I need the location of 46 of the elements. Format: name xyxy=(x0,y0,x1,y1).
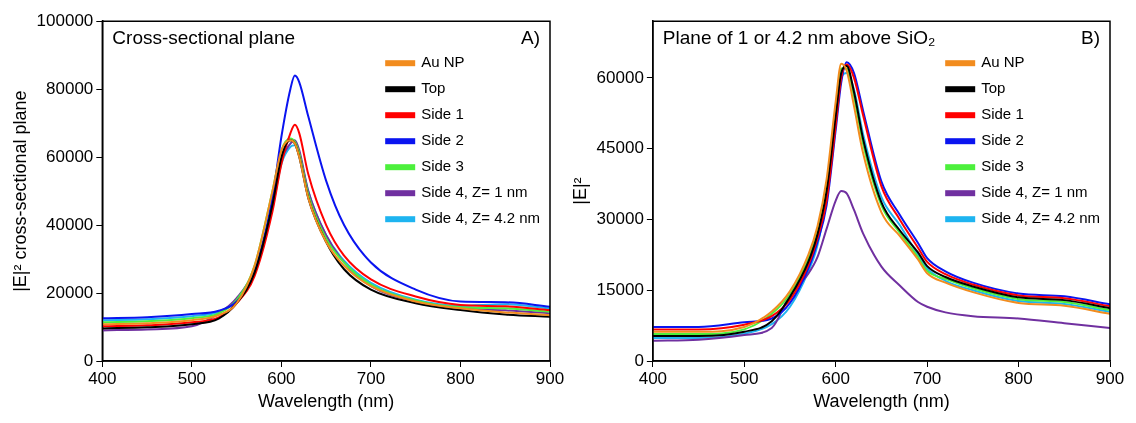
legend-label: Side 4, Z= 4.2 nm xyxy=(981,209,1101,227)
y-tick-label: 0 xyxy=(634,350,644,370)
x-tick-label: 700 xyxy=(912,368,942,388)
legend-label: Top xyxy=(421,79,446,97)
x-axis-title: Wavelength (nm) xyxy=(813,391,950,412)
y-tick-label: 30000 xyxy=(596,209,644,229)
x-tick-label: 400 xyxy=(638,368,668,388)
chart-title: Plane of 1 or 4.2 nm above SiO₂ xyxy=(662,26,936,48)
x-tick-label: 500 xyxy=(177,368,207,388)
legend-label: Side 3 xyxy=(421,157,464,175)
legend-label: Side 1 xyxy=(421,105,464,123)
x-tick-label: 800 xyxy=(446,368,475,388)
x-tick-label: 900 xyxy=(535,368,565,388)
legend-label: Au NP xyxy=(421,53,465,71)
y-tick-label: 0 xyxy=(83,350,94,370)
x-tick-label: 700 xyxy=(356,368,386,388)
annotation: B) xyxy=(1081,26,1100,48)
y-tick-label: 100000 xyxy=(36,10,94,30)
x-tick-label: 600 xyxy=(821,368,850,388)
legend-label: Side 2 xyxy=(981,131,1024,149)
chart-title: Cross-sectional plane xyxy=(112,26,296,48)
legend-label: Side 2 xyxy=(421,131,464,149)
y-tick-label: 20000 xyxy=(46,282,94,302)
legend-label: Side 3 xyxy=(981,157,1024,175)
y-tick-label: 40000 xyxy=(46,214,94,234)
y-tick-label: 60000 xyxy=(46,146,94,166)
y-tick-label: 80000 xyxy=(46,78,94,98)
x-tick-label: 500 xyxy=(730,368,759,388)
legend-label: Side 4, Z= 1 nm xyxy=(981,183,1088,201)
x-tick-label: 900 xyxy=(1095,368,1125,388)
legend-label: Side 4, Z= 1 nm xyxy=(421,183,528,201)
legend-label: Side 4, Z= 4.2 nm xyxy=(421,209,541,227)
y-tick-label: 15000 xyxy=(596,279,644,299)
legend-label: Side 1 xyxy=(981,105,1024,123)
legend-label: Au NP xyxy=(981,53,1025,71)
x-tick-label: 600 xyxy=(267,368,296,388)
y-axis-title: |E|² cross-sectional plane xyxy=(9,90,30,292)
x-tick-label: 800 xyxy=(1004,368,1033,388)
y-tick-label: 60000 xyxy=(596,67,644,87)
x-axis-title: Wavelength (nm) xyxy=(257,391,395,412)
line-series xyxy=(102,74,550,320)
annotation: A) xyxy=(521,26,540,48)
y-axis-title: |E|² xyxy=(569,177,590,205)
legend-label: Top xyxy=(981,79,1006,97)
y-tick-label: 45000 xyxy=(596,138,644,158)
x-tick-label: 400 xyxy=(88,368,117,388)
